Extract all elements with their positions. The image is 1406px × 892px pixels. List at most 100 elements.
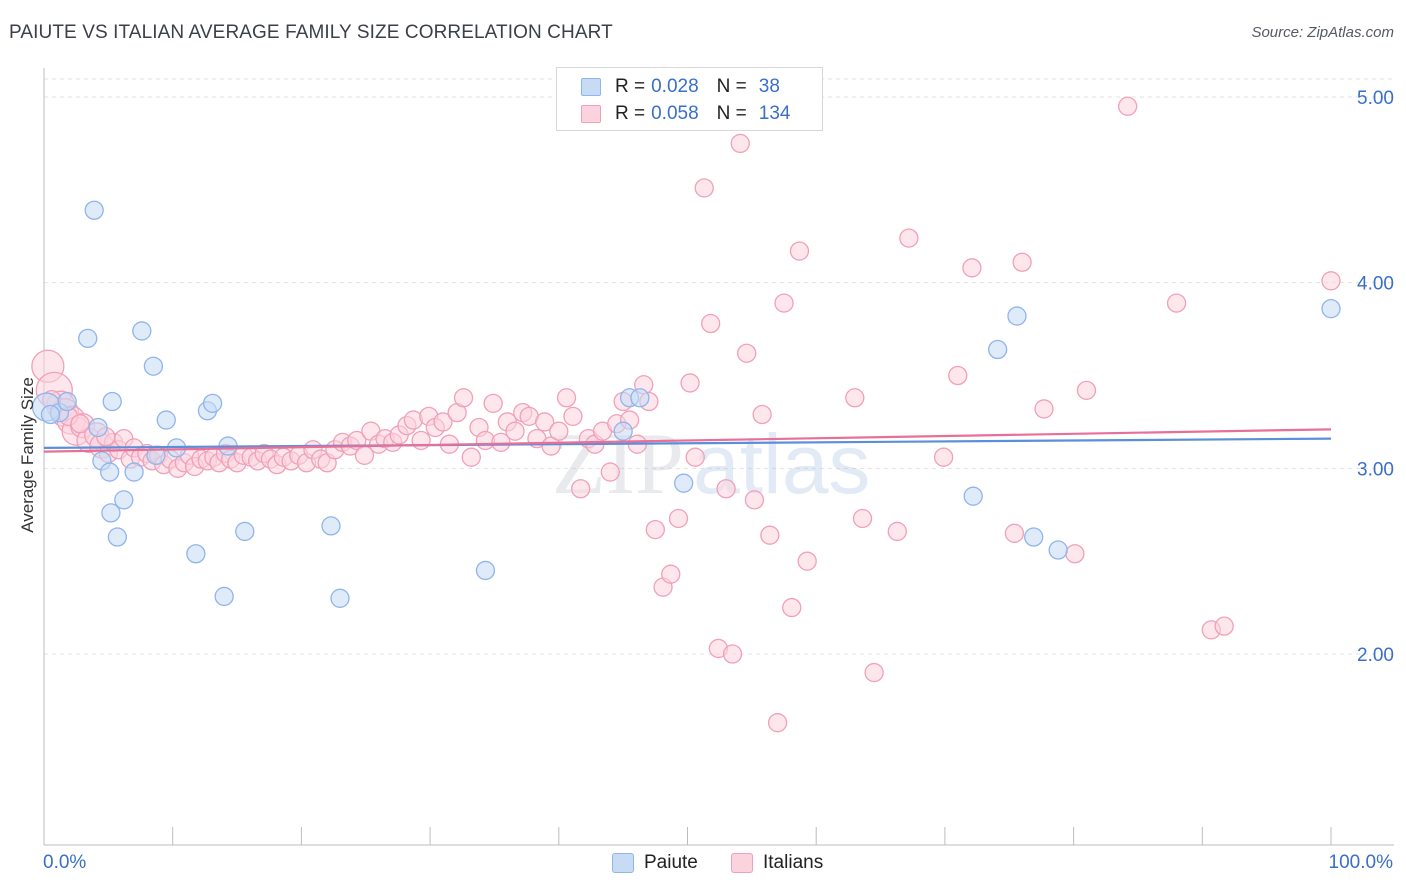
source-label: Source: ZipAtlas.com — [1251, 24, 1394, 41]
legend-r-label: R = — [615, 76, 646, 97]
legend-r-value: 0.028 — [651, 76, 699, 97]
data-point-italians — [737, 343, 757, 363]
data-point-paiute — [57, 391, 77, 412]
bottom-legend-swatch-italians — [731, 853, 753, 873]
bottom-legend-label-paiute: Paiute — [644, 852, 698, 873]
points-layer — [31, 96, 1341, 733]
data-point-italians — [1166, 293, 1187, 313]
data-point-paiute — [1048, 540, 1068, 560]
x-tick-label-min: 0.0% — [43, 852, 87, 873]
data-point-italians — [864, 662, 884, 683]
data-point-paiute — [963, 486, 983, 506]
data-point-italians — [797, 551, 817, 571]
data-point-italians — [645, 519, 665, 540]
data-point-paiute — [88, 417, 108, 438]
legend-r-label: R = — [615, 103, 646, 124]
y-tick-label: 2.00 — [1357, 645, 1394, 666]
data-point-paiute — [107, 527, 128, 547]
x-tick-label-max: 100.0% — [1328, 852, 1393, 873]
legend-n-label: N = — [716, 76, 747, 97]
trend-lines — [43, 428, 1332, 453]
data-point-italians — [887, 521, 907, 542]
data-point-italians — [1034, 399, 1054, 419]
data-point-italians — [899, 228, 919, 248]
axes — [43, 68, 1394, 846]
data-point-paiute — [143, 356, 164, 376]
data-point-italians — [534, 412, 555, 432]
data-point-italians — [1118, 96, 1138, 116]
data-point-italians — [752, 404, 772, 425]
data-point-paiute — [475, 560, 496, 581]
data-point-italians — [411, 430, 431, 451]
trend-line-italians — [43, 428, 1332, 453]
grid-lines — [44, 78, 1394, 655]
data-point-italians — [680, 373, 700, 393]
legend-n-value: 134 — [758, 103, 791, 124]
data-point-paiute — [202, 393, 223, 414]
data-point-paiute — [99, 462, 120, 482]
data-point-italians — [571, 479, 591, 499]
data-point-italians — [549, 421, 569, 441]
data-point-italians — [716, 479, 736, 499]
data-point-paiute — [101, 503, 121, 523]
data-point-italians — [453, 388, 474, 408]
data-point-italians — [1065, 544, 1085, 564]
bottom-legend-label-italians: Italians — [763, 852, 824, 873]
data-point-paiute — [330, 588, 350, 608]
data-point-italians — [433, 412, 453, 432]
legend-row-italians: R = 0.058 N = 134 — [581, 102, 790, 126]
data-point-paiute — [78, 328, 98, 349]
data-point-italians — [722, 644, 743, 664]
y-tick-label: 3.00 — [1357, 459, 1394, 480]
data-point-italians — [933, 447, 954, 467]
y-tick-labels: 2.00 3.00 4.00 5.00 — [1357, 88, 1394, 666]
data-point-italians — [789, 241, 810, 261]
watermark: ZIP atlas — [552, 416, 870, 513]
y-tick-label: 5.00 — [1357, 88, 1394, 109]
legend-swatch-paiute — [581, 78, 601, 96]
bottom-legend-italians[interactable]: Italians — [731, 852, 823, 874]
legend-n-label: N = — [716, 103, 747, 124]
data-point-paiute — [156, 410, 176, 430]
data-point-paiute — [114, 490, 134, 510]
data-point-paiute — [1007, 306, 1027, 326]
data-point-paiute — [102, 391, 122, 412]
data-point-italians — [730, 133, 750, 154]
legend-r-value: 0.058 — [651, 103, 699, 124]
data-point-paiute — [186, 544, 206, 564]
y-axis-title: Average Family Size — [18, 377, 37, 533]
data-point-italians — [760, 525, 780, 545]
data-point-paiute — [235, 521, 255, 542]
data-point-italians — [505, 421, 525, 441]
data-point-italians — [661, 564, 681, 584]
legend-n-value: 38 — [758, 76, 780, 97]
trend-line-paiute — [43, 437, 1332, 450]
data-point-paiute — [214, 586, 234, 607]
data-point-italians — [852, 508, 873, 529]
data-point-italians — [1214, 616, 1234, 636]
data-point-italians — [767, 713, 788, 733]
data-point-italians — [668, 508, 689, 529]
data-point-italians — [70, 414, 90, 434]
chart-title: PAIUTE VS ITALIAN AVERAGE FAMILY SIZE CO… — [9, 22, 613, 43]
y-tick-label: 4.00 — [1357, 274, 1394, 295]
legend-swatch-italians — [581, 105, 601, 123]
data-point-italians — [948, 365, 968, 386]
data-point-paiute — [613, 421, 633, 441]
bottom-legend-paiute[interactable]: Paiute — [612, 852, 698, 874]
data-point-italians — [1321, 271, 1341, 291]
data-point-italians — [845, 388, 865, 408]
data-point-italians — [774, 293, 794, 313]
data-point-italians — [563, 406, 583, 426]
data-point-italians — [685, 447, 705, 467]
data-point-italians — [483, 393, 503, 414]
data-point-italians — [1076, 380, 1097, 401]
data-point-paiute — [40, 404, 61, 425]
data-point-italians — [491, 432, 511, 452]
data-point-paiute — [132, 321, 152, 341]
data-point-italians — [600, 462, 620, 482]
data-point-paiute — [988, 339, 1008, 360]
data-point-paiute — [630, 388, 650, 408]
bottom-legend: Paiute Italians — [0, 852, 1406, 876]
